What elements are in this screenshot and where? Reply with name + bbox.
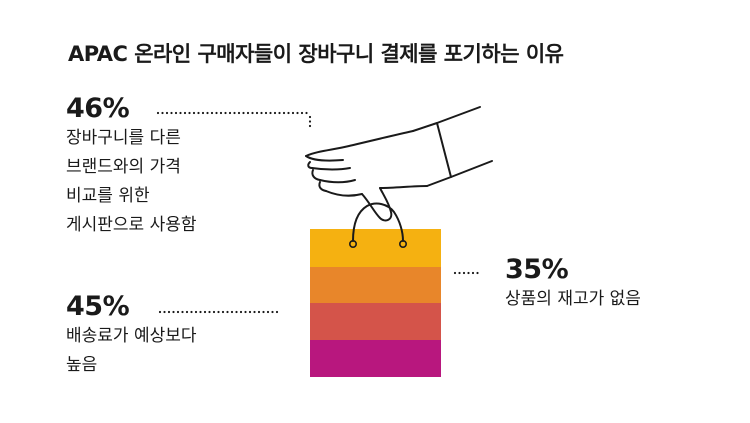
page-title: APAC 온라인 구매자들이 장바구니 결제를 포기하는 이유	[68, 42, 564, 66]
stat-description: 배송료가 예상보다 높음	[66, 326, 197, 375]
bag-band-2	[310, 267, 441, 303]
leader-line-45	[158, 310, 279, 314]
stat-percent: 35%	[505, 254, 569, 285]
stat-percent: 45%	[66, 291, 130, 322]
stat-shipping-cost: 45% 배송료가 예상보다 높음	[66, 292, 197, 380]
bag-band-3	[310, 303, 441, 340]
dotted-leader-lines	[156, 111, 479, 314]
stat-percent: 46%	[66, 93, 130, 124]
leader-line-46	[156, 111, 312, 128]
bag-band-1	[310, 229, 441, 267]
bag-band-4	[310, 340, 441, 377]
shopping-bag-icon	[310, 229, 441, 377]
leader-line-35	[453, 271, 479, 275]
stat-description: 상품의 재고가 없음	[505, 289, 641, 309]
stat-description: 장바구니를 다른 브랜드와의 가격 비교를 위한 게시판으로 사용함	[66, 128, 197, 235]
hand-holding-bag-icon	[305, 106, 493, 242]
stat-price-comparison: 46% 장바구니를 다른 브랜드와의 가격 비교를 위한 게시판으로 사용함	[66, 94, 197, 240]
stat-out-of-stock: 35% 상품의 재고가 없음	[505, 255, 641, 314]
